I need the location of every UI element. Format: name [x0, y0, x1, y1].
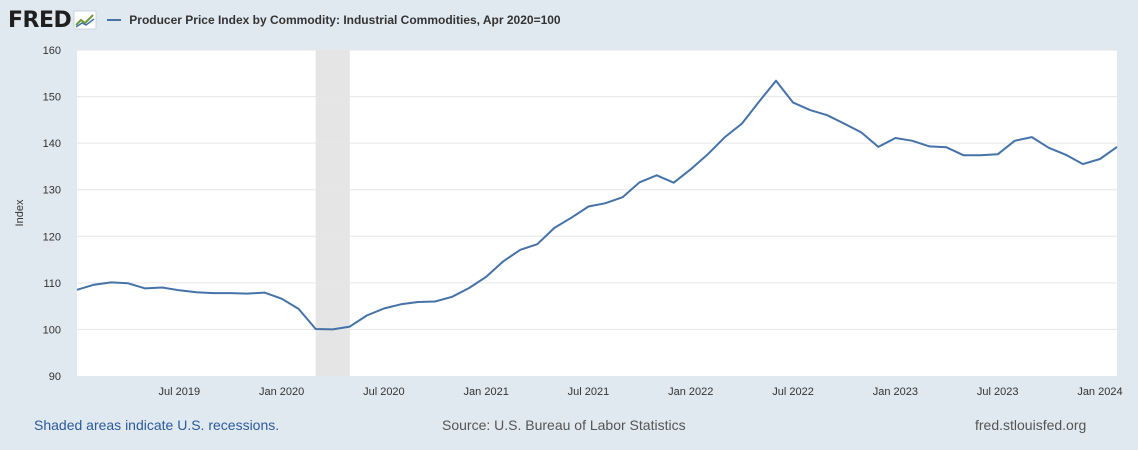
data-point — [809, 109, 811, 111]
data-point — [485, 276, 487, 278]
y-tick-label: 160 — [43, 45, 61, 57]
data-point — [417, 301, 419, 303]
y-tick-label: 90 — [49, 371, 61, 383]
recession-note: Shaded areas indicate U.S. recessions. — [34, 417, 280, 433]
y-tick-label: 130 — [43, 185, 61, 197]
data-point — [690, 168, 692, 170]
data-point — [928, 145, 930, 147]
x-tick-label: Jul 2020 — [363, 386, 405, 398]
data-point — [775, 80, 777, 82]
chart-header: FRED Producer Price Index by Commodity: … — [8, 6, 561, 34]
data-point — [519, 249, 521, 251]
data-point — [144, 287, 146, 289]
data-point — [843, 123, 845, 125]
data-point — [1065, 154, 1067, 156]
data-point — [997, 153, 999, 155]
data-point — [349, 326, 351, 328]
x-tick-label: Jan 2023 — [873, 386, 918, 398]
x-tick-label: Jan 2022 — [668, 386, 713, 398]
data-point — [1031, 136, 1033, 138]
data-point — [1099, 158, 1101, 160]
data-point — [656, 174, 658, 176]
fred-url[interactable]: fred.stlouisfed.org — [975, 417, 1087, 433]
data-point — [1116, 146, 1118, 148]
data-point — [553, 227, 555, 229]
data-point — [383, 307, 385, 309]
chart-trend-icon — [73, 10, 97, 30]
data-point — [229, 292, 231, 294]
data-point — [741, 123, 743, 125]
data-point — [963, 154, 965, 156]
data-point — [536, 243, 538, 245]
data-point — [127, 282, 129, 284]
data-point — [451, 296, 453, 298]
chart-legend: Producer Price Index by Commodity: Indus… — [107, 13, 561, 27]
data-point — [468, 287, 470, 289]
data-point — [76, 289, 78, 291]
y-tick-label: 100 — [43, 324, 61, 336]
data-point — [434, 300, 436, 302]
data-point — [639, 181, 641, 183]
x-tick-label: Jul 2022 — [772, 386, 814, 398]
data-point — [161, 287, 163, 289]
source-note: Source: U.S. Bureau of Labor Statistics — [442, 417, 686, 433]
data-point — [570, 217, 572, 219]
x-tick-label: Jan 2021 — [464, 386, 509, 398]
series-line — [76, 79, 1118, 331]
fred-logo[interactable]: FRED — [8, 8, 97, 33]
data-point — [366, 314, 368, 316]
data-point — [110, 281, 112, 283]
fred-logo-text: FRED — [8, 7, 72, 33]
data-point — [877, 146, 879, 148]
x-tick-label: Jan 2024 — [1077, 386, 1122, 398]
y-tick-label: 140 — [43, 138, 61, 150]
y-axis-label: Index — [14, 199, 26, 226]
data-point — [894, 137, 896, 139]
data-point — [246, 293, 248, 295]
data-point — [195, 291, 197, 293]
recession-band — [315, 50, 350, 376]
data-point — [400, 303, 402, 305]
data-point — [622, 196, 624, 198]
y-tick-label: 120 — [43, 231, 61, 243]
data-point — [281, 298, 283, 300]
data-point — [1048, 147, 1050, 149]
data-point — [673, 182, 675, 184]
x-tick-label: Jul 2019 — [158, 386, 200, 398]
data-point — [1082, 163, 1084, 165]
data-point — [264, 292, 266, 294]
x-tick-label: Jul 2021 — [568, 386, 610, 398]
data-point — [178, 289, 180, 291]
data-point — [826, 114, 828, 116]
data-point — [605, 202, 607, 204]
data-point — [212, 292, 214, 294]
y-tick-label: 150 — [43, 92, 61, 104]
data-point — [860, 131, 862, 133]
data-point — [724, 136, 726, 138]
data-point — [980, 154, 982, 156]
x-tick-label: Jul 2023 — [977, 386, 1019, 398]
data-point — [707, 153, 709, 155]
data-point — [332, 328, 334, 330]
line-chart: 90 100 110 120 130 140 150 160 Jul 2019 Jan 2020 J… — [14, 45, 1123, 398]
plot-area — [77, 50, 1117, 376]
data-point — [911, 140, 913, 142]
data-point — [792, 102, 794, 104]
data-point — [1014, 140, 1016, 142]
data-point — [315, 328, 317, 330]
legend-swatch — [107, 19, 122, 21]
y-tick-label: 110 — [43, 278, 61, 290]
data-point — [758, 101, 760, 103]
data-point — [93, 284, 95, 286]
data-point — [946, 146, 948, 148]
data-point — [298, 308, 300, 310]
data-point — [502, 260, 504, 262]
x-tick-label: Jan 2020 — [259, 386, 304, 398]
data-point — [587, 205, 589, 207]
series-title: Producer Price Index by Commodity: Indus… — [129, 13, 561, 27]
